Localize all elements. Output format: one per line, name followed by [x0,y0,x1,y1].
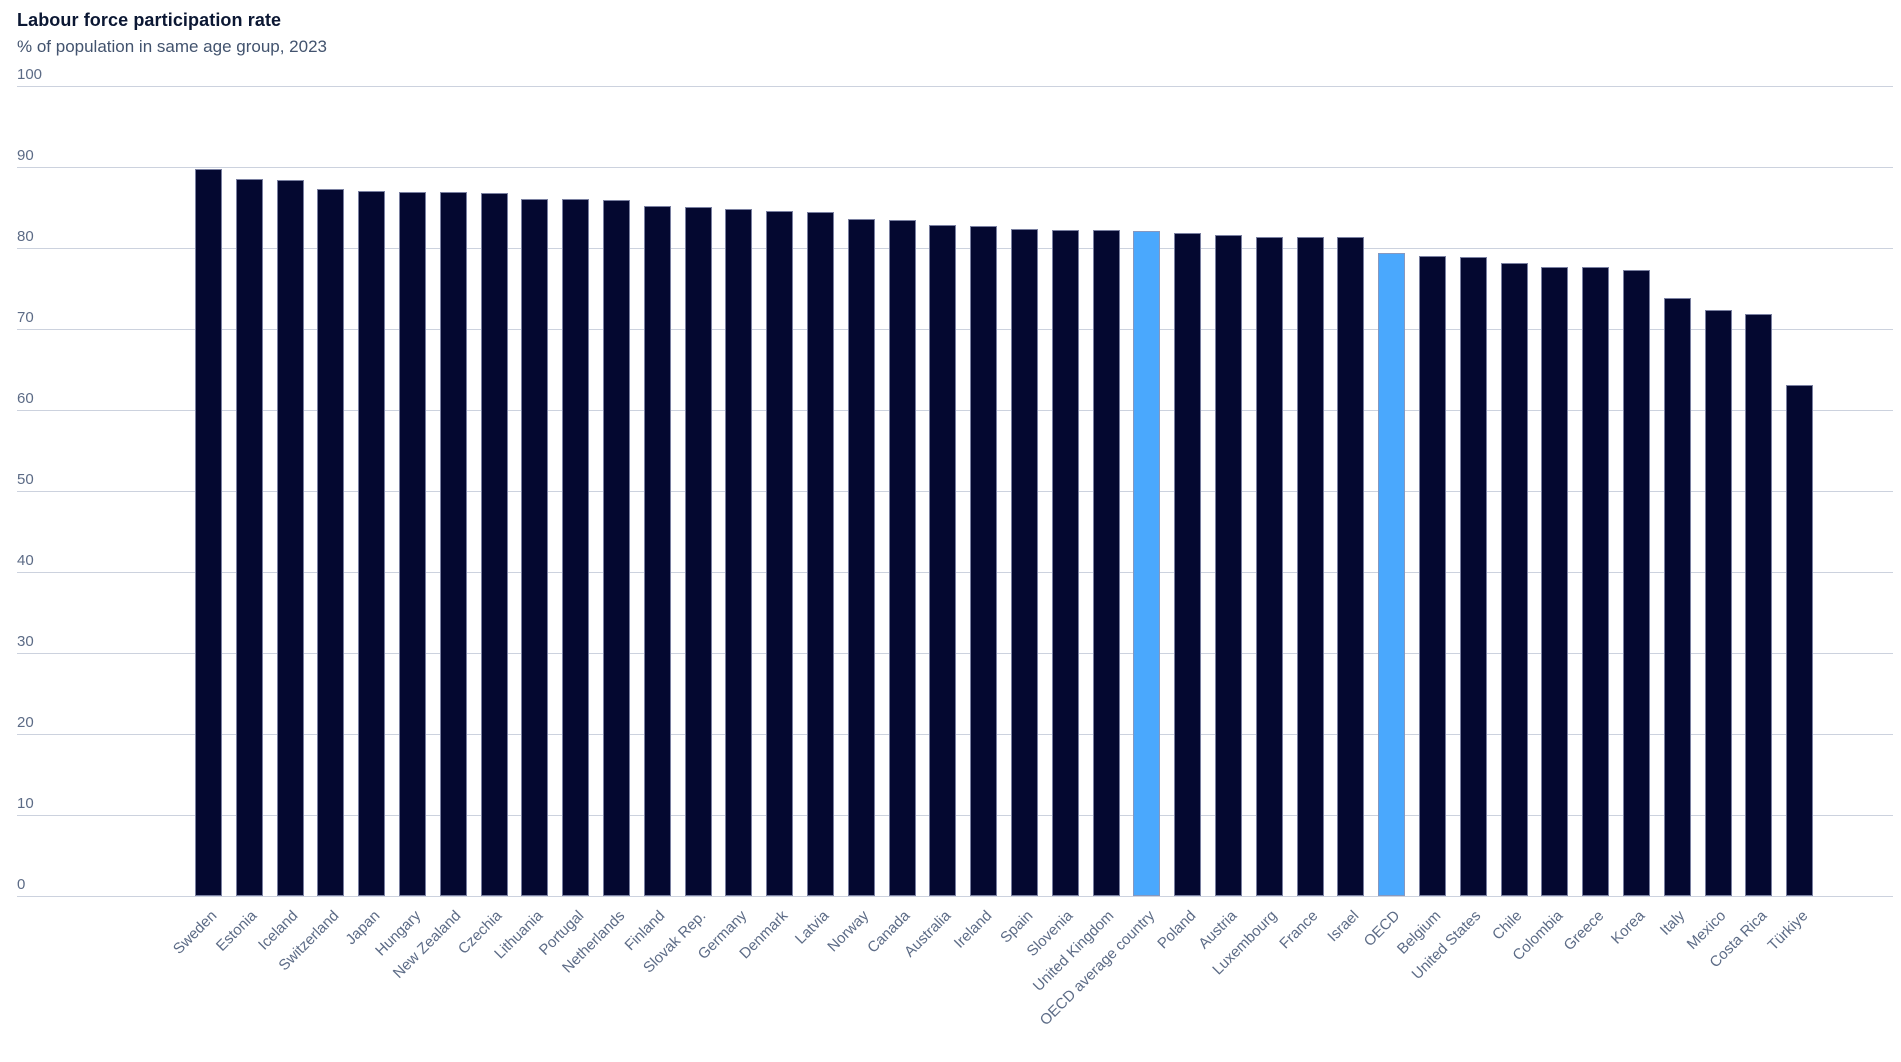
bar-greece[interactable] [1582,267,1610,896]
y-axis-tick-label: 20 [17,714,34,731]
y-axis-tick-label: 70 [17,309,34,326]
bar-denmark[interactable] [766,210,794,896]
gridline-y0 [17,895,1893,897]
bar-mexico[interactable] [1704,309,1732,896]
bar-sweden[interactable] [195,168,222,896]
bar-chile[interactable] [1500,263,1528,896]
bar-iceland[interactable] [276,179,304,896]
y-axis-tick-label: 60 [17,390,34,407]
bar-estonia[interactable] [235,179,263,896]
bar-latvia[interactable] [807,211,834,896]
bar-portugal[interactable] [562,199,590,896]
bar-italy[interactable] [1663,298,1691,896]
bar-austria[interactable] [1215,235,1242,896]
y-axis-tick-label: 30 [17,633,34,650]
bar-united-states[interactable] [1459,256,1487,896]
bar-slovak-rep-[interactable] [684,206,712,896]
bar-united-kingdom[interactable] [1092,230,1120,896]
y-axis-tick-label: 40 [17,552,34,569]
bar-korea[interactable] [1623,269,1650,896]
bar-costa-rica[interactable] [1745,314,1773,896]
gridline-y90 [17,166,1893,168]
bar-canada[interactable] [888,219,916,896]
bar-poland[interactable] [1174,233,1202,896]
bar-spain[interactable] [1011,228,1038,896]
bar-australia[interactable] [929,225,957,896]
bar-germany[interactable] [725,209,753,896]
bar-new-zealand[interactable] [439,192,467,896]
bar-switzerland[interactable] [317,188,345,896]
y-axis-tick-label: 50 [17,471,34,488]
bar-slovenia[interactable] [1051,230,1079,896]
bar-hungary[interactable] [399,192,426,896]
bar-netherlands[interactable] [603,200,630,896]
bar-norway[interactable] [847,218,875,896]
chart-subtitle: % of population in same age group, 2023 [17,37,328,56]
bar-lithuania[interactable] [521,198,549,896]
bar-ireland[interactable] [970,226,998,896]
chart-title: Labour force participation rate [17,10,282,30]
bar-luxembourg[interactable] [1255,236,1283,896]
bar-colombia[interactable] [1541,266,1569,896]
bar-israel[interactable] [1337,237,1365,896]
bar-oecd[interactable] [1378,252,1406,896]
y-axis-tick-label: 10 [17,795,34,812]
bar-france[interactable] [1296,236,1324,896]
bar-finland[interactable] [643,205,671,896]
bar-czechia[interactable] [480,192,508,896]
bar-t-rkiye[interactable] [1786,384,1814,896]
y-axis-tick-label: 0 [17,876,26,893]
y-axis-tick-label: 100 [17,66,43,83]
gridline-y100 [17,85,1893,87]
bar-oecd-average-country[interactable] [1133,230,1161,896]
y-axis-tick-label: 80 [17,228,34,245]
bar-belgium[interactable] [1419,256,1446,896]
bar-japan[interactable] [358,191,386,896]
y-axis-tick-label: 90 [17,147,34,164]
